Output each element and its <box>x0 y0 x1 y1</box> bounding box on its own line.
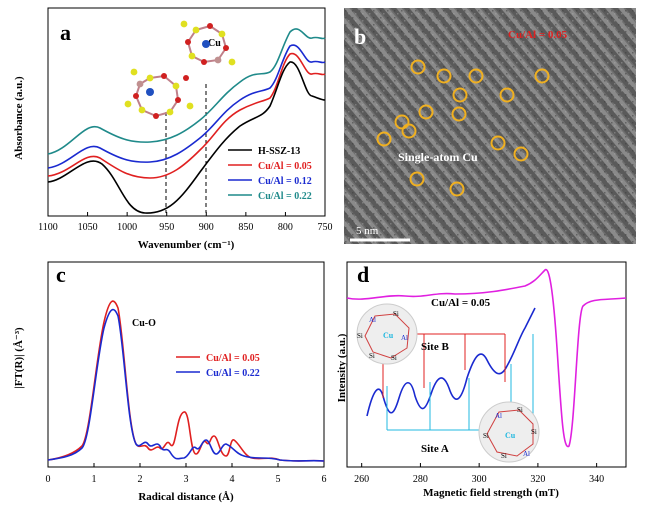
zeolite-ring-left-illustration <box>124 68 194 119</box>
panel-a-cu-label: Cu <box>208 38 221 49</box>
cu-atom-marker <box>468 68 484 84</box>
x-tick-label: 0 <box>46 474 51 485</box>
panel-c-xlabel: Radical distance (Å) <box>138 491 234 503</box>
cu-atom-marker <box>436 68 452 84</box>
panel-a-ftir: a Absorbance (a.u.) 1100 1050 1000 950 900 85… <box>13 7 333 251</box>
cu-atom-marker <box>449 181 465 197</box>
cu-atom-marker <box>418 104 434 120</box>
cu-atom-marker <box>513 146 529 162</box>
svg-text:Si: Si <box>357 332 363 340</box>
panel-b-caption: Single-atom Cu <box>398 150 478 164</box>
legend-cu012: Cu/Al = 0.12 <box>258 176 312 187</box>
svg-text:Al: Al <box>523 450 530 458</box>
cu-atom-marker <box>376 131 392 147</box>
x-tick-label: 950 <box>159 222 174 233</box>
panel-c-xaxis: 0 1 2 3 4 5 6 <box>46 463 327 485</box>
svg-text:Si: Si <box>501 452 507 460</box>
svg-text:Al: Al <box>401 334 408 342</box>
panel-c-peak-label: Cu-O <box>132 318 156 329</box>
cu-atom-marker <box>410 59 426 75</box>
x-tick-label: 280 <box>413 474 428 485</box>
panel-c-letter: c <box>56 262 66 287</box>
site-a-label: Site A <box>421 443 449 455</box>
x-tick-label: 300 <box>472 474 487 485</box>
x-tick-label: 340 <box>589 474 604 485</box>
x-tick-label: 3 <box>184 474 189 485</box>
cu-atom-marker <box>452 87 468 103</box>
svg-text:Si: Si <box>517 406 523 414</box>
panel-b-tem: b Cu/Al = 0.05 Single-atom Cu 5 nm <box>344 8 636 244</box>
legend-cu005: Cu/Al = 0.05 <box>258 161 312 172</box>
ftir-series-cu005 <box>47 52 326 179</box>
x-tick-label: 850 <box>238 222 253 233</box>
panel-a-xlabel: Wavenumber (cm⁻¹) <box>138 239 235 251</box>
x-tick-label: 800 <box>278 222 293 233</box>
svg-text:Al: Al <box>495 412 502 420</box>
panel-d-frame <box>346 261 627 468</box>
panel-b-ratio: Cu/Al = 0.05 <box>508 29 568 41</box>
panel-c-frame <box>47 261 325 468</box>
panel-a-xaxis: 1100 1050 1000 950 900 850 800 750 <box>38 212 333 233</box>
panel-a-letter: a <box>60 20 71 45</box>
site-b-label: Site B <box>421 341 449 353</box>
legend-hssz13: H-SSZ-13 <box>258 146 300 157</box>
epr-series-zoom <box>366 307 536 417</box>
panel-d-ratio: Cu/Al = 0.05 <box>431 297 491 309</box>
svg-text:Cu: Cu <box>383 331 394 340</box>
panel-d-ylabel: Intensity (a.u.) <box>336 333 348 402</box>
x-tick-label: 1100 <box>38 222 58 233</box>
exafs-series-cu005 <box>47 300 325 462</box>
scale-bar-label: 5 nm <box>356 225 379 237</box>
legend-c-cu022: Cu/Al = 0.22 <box>206 368 260 379</box>
x-tick-label: 2 <box>138 474 143 485</box>
panel-a-frame <box>47 7 326 217</box>
cu-atom-marker <box>499 87 515 103</box>
panel-c-ylabel: |FT(R)| (Å⁻³) <box>13 327 25 389</box>
panel-c-legend: Cu/Al = 0.05 Cu/Al = 0.22 <box>176 353 260 379</box>
svg-text:Al: Al <box>369 316 376 324</box>
x-tick-label: 1000 <box>117 222 137 233</box>
panel-d-xlabel: Magnetic field strength (mT) <box>423 487 559 499</box>
exafs-series-cu022 <box>47 308 325 462</box>
cu-atom-marker <box>409 171 425 187</box>
x-tick-label: 320 <box>530 474 545 485</box>
x-tick-label: 4 <box>230 474 235 485</box>
legend-cu022: Cu/Al = 0.22 <box>258 191 312 202</box>
x-tick-label: 5 <box>276 474 281 485</box>
svg-text:Cu: Cu <box>505 431 516 440</box>
panel-d-letter: d <box>357 262 369 287</box>
x-tick-label: 260 <box>354 474 369 485</box>
cu-atom-marker <box>490 135 506 151</box>
site-b-ring-inset: Al Si Al Si Si Si Cu <box>356 303 418 365</box>
panel-a-legend: H-SSZ-13 Cu/Al = 0.05 Cu/Al = 0.12 Cu/Al… <box>228 146 312 202</box>
cu-atom-marker <box>401 123 417 139</box>
x-tick-label: 1050 <box>78 222 98 233</box>
panel-b-letter: b <box>354 24 366 49</box>
ftir-series-cu012 <box>47 44 326 169</box>
cu-atom-marker <box>534 68 550 84</box>
ftir-series-hssz13 <box>47 61 326 214</box>
x-tick-label: 750 <box>318 222 333 233</box>
svg-text:Si: Si <box>391 354 397 362</box>
svg-text:Si: Si <box>369 352 375 360</box>
x-tick-label: 1 <box>92 474 97 485</box>
cu-atom-marker <box>451 106 467 122</box>
panel-d-xaxis: 260 280 300 320 340 <box>354 463 604 485</box>
panel-d-epr: d Intensity (a.u.) 260 280 300 320 340 Magne… <box>336 261 627 499</box>
svg-text:Si: Si <box>393 310 399 318</box>
legend-c-cu005: Cu/Al = 0.05 <box>206 353 260 364</box>
x-tick-label: 900 <box>199 222 214 233</box>
site-a-ring-inset: Al Si Si Si Si Al Cu <box>478 401 540 463</box>
x-tick-label: 6 <box>322 474 327 485</box>
epr-series-full <box>346 268 627 448</box>
panel-a-ylabel: Absorbance (a.u.) <box>13 76 25 160</box>
ftir-series-cu022 <box>47 28 326 155</box>
svg-text:Si: Si <box>483 432 489 440</box>
svg-text:Si: Si <box>531 428 537 436</box>
zeolite-ring-top-illustration <box>180 20 236 66</box>
panel-c-exafs: c |FT(R)| (Å⁻³) 0 1 2 3 4 5 6 Radical distance… <box>13 261 327 503</box>
single-atom-markers <box>376 59 550 197</box>
